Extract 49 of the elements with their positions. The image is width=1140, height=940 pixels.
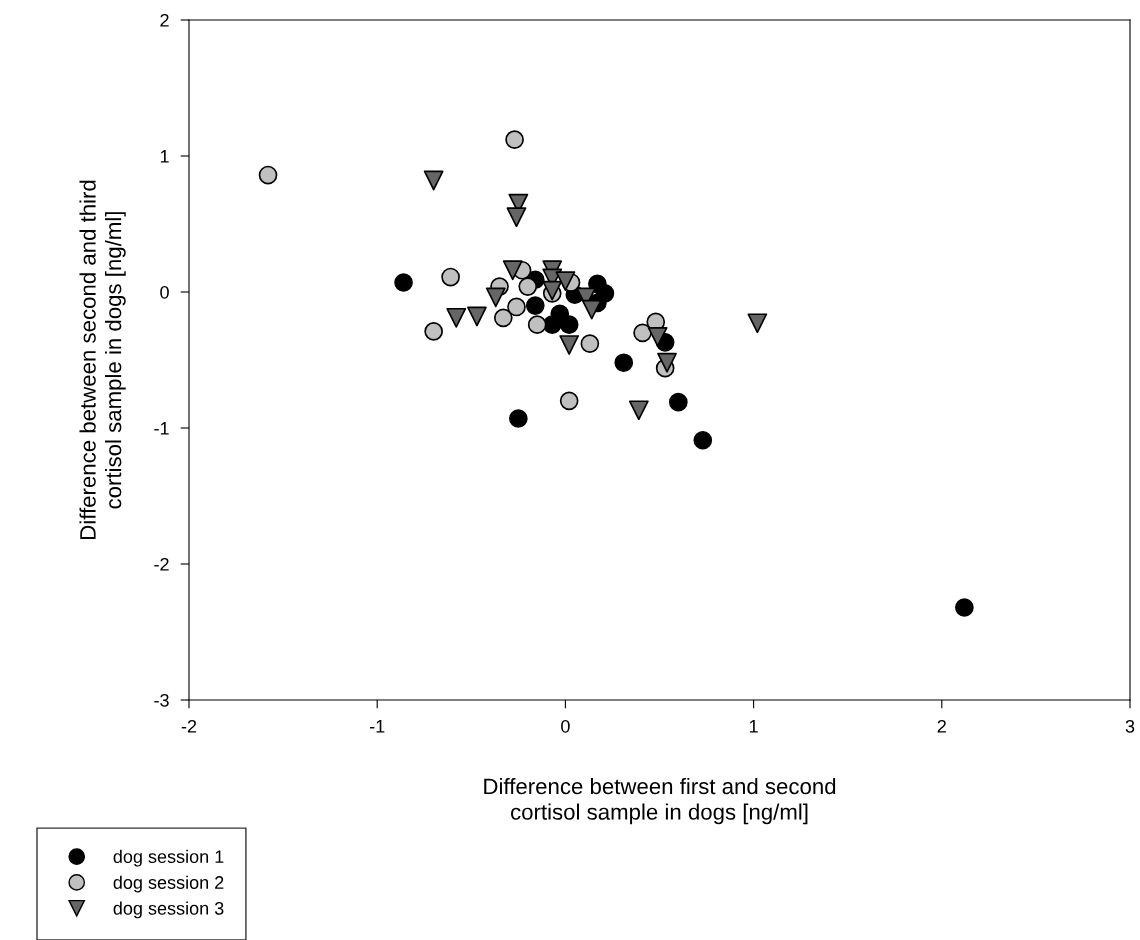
point — [559, 335, 580, 355]
point — [614, 353, 634, 373]
point — [507, 297, 526, 317]
point — [647, 326, 668, 347]
x-tick-label: 2 — [937, 719, 946, 733]
y-tick-label: -2 — [154, 557, 169, 571]
point — [527, 315, 547, 334]
point — [423, 170, 444, 191]
point — [493, 308, 513, 328]
x-tick-label: 3 — [1125, 719, 1135, 733]
point — [693, 430, 713, 450]
point — [633, 323, 652, 343]
legend-label: dog session 3 — [113, 901, 224, 919]
legend-label: dog session 2 — [113, 875, 224, 893]
point — [441, 267, 460, 287]
point — [581, 299, 602, 320]
point — [505, 130, 524, 150]
y-tick-label: -3 — [154, 693, 169, 707]
point — [509, 409, 528, 428]
y-tick-label: -1 — [154, 422, 169, 435]
point — [580, 334, 600, 354]
x-axis-title: Difference between first and second cortisol sample in dogs [ng/ml] — [484, 777, 836, 825]
y-tick-label: 2 — [160, 13, 169, 27]
point — [394, 273, 413, 292]
y-tick-label: 0 — [160, 285, 169, 299]
x-tick-label: -2 — [181, 719, 197, 733]
point — [502, 260, 523, 281]
point — [506, 207, 527, 228]
point — [258, 165, 278, 185]
x-tick-label: 0 — [561, 719, 570, 733]
y-tick-label: 1 — [160, 150, 169, 163]
point — [628, 400, 649, 421]
point — [559, 315, 579, 334]
point — [747, 313, 768, 334]
point — [955, 598, 974, 617]
point — [657, 352, 677, 373]
point — [555, 271, 576, 292]
point — [424, 322, 443, 341]
point — [485, 287, 506, 308]
legend-label: dog session 1 — [113, 849, 224, 867]
point — [446, 307, 467, 328]
point — [467, 306, 487, 327]
point — [668, 392, 688, 412]
point — [525, 296, 545, 315]
x-tick-label: 1 — [749, 720, 758, 733]
y-axis-title: Difference between second and third cortisol sample in dogs [ng/ml] — [79, 180, 126, 539]
x-tick-label: -1 — [369, 720, 385, 733]
point — [559, 391, 579, 411]
point — [518, 277, 538, 296]
